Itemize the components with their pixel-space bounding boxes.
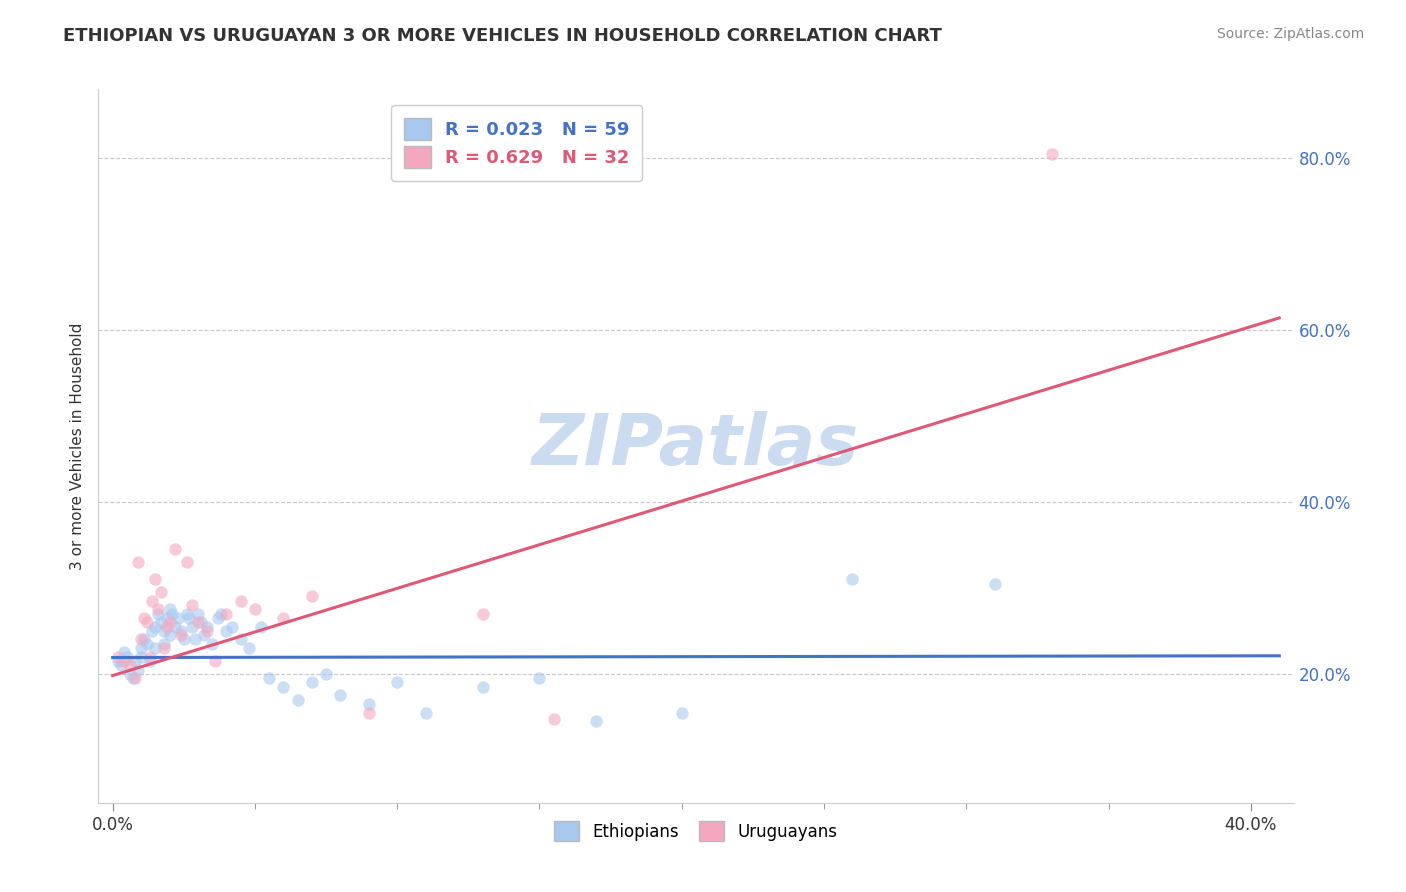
Point [215,624,238,638]
Point [201,637,224,651]
Point [357,697,380,711]
Point [124,654,146,668]
Point [170,628,193,642]
Point [156,619,179,633]
Point [193,628,215,642]
Point [118,666,141,681]
Point [127,555,149,569]
Point [301,675,323,690]
Point [141,624,163,638]
Point [585,714,607,728]
Point [153,641,176,656]
Point [176,555,198,569]
Point [143,641,166,656]
Point [329,689,352,703]
Point [671,706,693,720]
Point [287,692,309,706]
Point [159,628,181,642]
Point [471,607,494,621]
Point [143,572,166,586]
Point [187,615,209,630]
Point [1040,146,1063,161]
Point [159,615,181,630]
Point [207,611,229,625]
Point [529,671,551,685]
Point [385,675,409,690]
Point [165,542,187,557]
Point [195,619,218,633]
Point [221,619,243,633]
Point [257,671,280,685]
Point [148,602,170,616]
Point [132,611,155,625]
Point [110,658,132,673]
Point [150,615,173,630]
Point [238,641,260,656]
Point [112,645,135,659]
Point [153,624,176,638]
Point [124,671,146,685]
Point [249,619,271,633]
Point [841,572,863,586]
Point [112,654,135,668]
Point [143,619,166,633]
Point [181,598,204,612]
Point [176,607,198,621]
Point [159,602,181,616]
Point [184,632,207,647]
Point [204,654,226,668]
Text: ZIPatlas: ZIPatlas [533,411,859,481]
Point [153,637,176,651]
Point [229,632,252,647]
Point [187,607,209,621]
Point [162,607,184,621]
Point [167,611,190,625]
Point [984,576,1007,591]
Point [273,611,295,625]
Point [301,590,323,604]
Point [243,602,266,616]
Point [121,671,143,685]
Point [170,624,193,638]
Point [315,666,337,681]
Point [471,680,494,694]
Text: ETHIOPIAN VS URUGUAYAN 3 OR MORE VEHICLES IN HOUSEHOLD CORRELATION CHART: ETHIOPIAN VS URUGUAYAN 3 OR MORE VEHICLE… [63,27,942,45]
Point [273,680,295,694]
Point [190,615,212,630]
Y-axis label: 3 or more Vehicles in Household: 3 or more Vehicles in Household [69,322,84,570]
Point [229,593,252,607]
Point [179,611,201,625]
Legend: Ethiopians, Uruguayans: Ethiopians, Uruguayans [548,814,844,848]
Point [415,706,437,720]
Point [173,632,195,647]
Text: Source: ZipAtlas.com: Source: ZipAtlas.com [1216,27,1364,41]
Point [138,649,160,664]
Point [141,593,163,607]
Point [135,615,157,630]
Point [107,649,129,664]
Point [132,632,155,647]
Point [209,607,232,621]
Point [156,611,179,625]
Point [215,607,238,621]
Point [195,624,218,638]
Point [357,706,380,720]
Point [135,637,157,651]
Point [115,649,138,664]
Point [165,619,187,633]
Point [543,712,565,726]
Point [107,654,129,668]
Point [129,649,152,664]
Point [181,619,204,633]
Point [129,632,152,647]
Point [127,663,149,677]
Point [118,658,141,673]
Point [150,585,173,599]
Point [148,607,170,621]
Point [138,654,160,668]
Point [129,641,152,656]
